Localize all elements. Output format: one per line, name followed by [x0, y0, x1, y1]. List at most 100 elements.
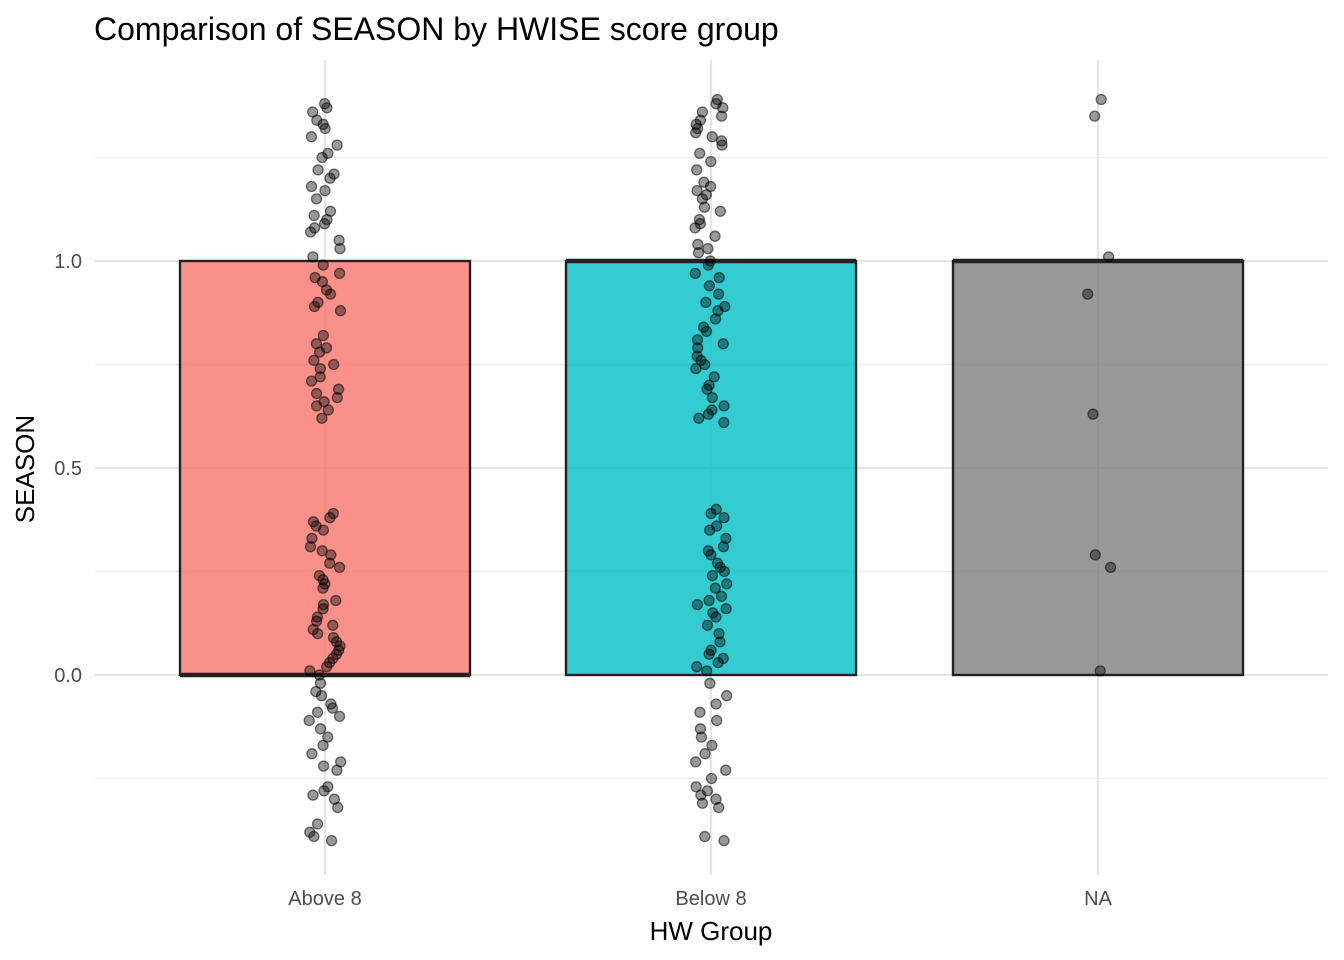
- point-below-8-33: [703, 280, 716, 292]
- point-above-8-34: [317, 329, 329, 342]
- point-below-8-56: [718, 416, 730, 429]
- point-below-8-28: [692, 247, 705, 259]
- point-below-8-9: [706, 131, 718, 143]
- point-above-8-23: [334, 242, 346, 255]
- point-below-8-86: [701, 665, 713, 677]
- point-below-8-32: [713, 271, 725, 284]
- chart-title: Comparison of SEASON by HWISE score grou…: [94, 11, 779, 47]
- point-above-8-102: [332, 801, 344, 814]
- point-na-2: [1102, 251, 1115, 263]
- point-below-8-12: [694, 147, 706, 160]
- point-below-8-65: [705, 549, 717, 561]
- point-below-8-61: [704, 524, 716, 536]
- point-below-8-4: [715, 110, 728, 122]
- point-above-8-37: [313, 346, 326, 358]
- point-above-8-29: [320, 284, 333, 296]
- point-below-8-10: [715, 135, 728, 147]
- point-above-8-42: [305, 375, 318, 387]
- point-na-6: [1104, 561, 1117, 574]
- point-below-8-91: [711, 714, 723, 727]
- point-below-8-101: [695, 789, 707, 801]
- point-na-0: [1095, 93, 1107, 106]
- point-below-8-48: [708, 371, 720, 383]
- point-above-8-99: [318, 785, 330, 797]
- point-below-8-38: [709, 313, 722, 325]
- point-above-8-64: [317, 582, 329, 594]
- point-above-8-10: [312, 164, 324, 176]
- point-below-8-77: [710, 611, 722, 623]
- point-below-8-42: [717, 338, 729, 350]
- point-above-8-72: [312, 627, 324, 640]
- point-below-8-52: [718, 400, 730, 412]
- point-above-8-59: [324, 557, 336, 569]
- point-above-8-87: [326, 702, 339, 714]
- point-above-8-43: [332, 383, 345, 395]
- point-below-8-17: [691, 184, 703, 197]
- point-below-8-40: [700, 325, 713, 338]
- x-tick-label-0: Above 8: [288, 888, 361, 910]
- point-above-8-93: [317, 739, 329, 752]
- point-below-8-93: [695, 731, 708, 743]
- y-tick-label-1: 0.5: [54, 458, 82, 480]
- point-above-8-70: [327, 619, 339, 631]
- point-na-4: [1087, 408, 1099, 420]
- point-below-8-58: [705, 507, 717, 520]
- point-below-8-80: [714, 636, 726, 648]
- point-above-8-24: [307, 251, 319, 263]
- point-above-8-89: [333, 710, 346, 723]
- y-axis-ticks: 0.0 0.5 1.0: [54, 251, 82, 687]
- x-tick-label-2: NA: [1084, 888, 1112, 910]
- point-above-8-22: [333, 234, 345, 246]
- point-above-8-54: [317, 524, 330, 536]
- point-below-8-87: [704, 677, 716, 689]
- point-below-8-94: [706, 739, 718, 752]
- point-below-8-75: [720, 603, 732, 615]
- point-above-8-44: [310, 387, 323, 400]
- point-below-8-51: [706, 391, 718, 404]
- point-above-8-67: [317, 603, 329, 615]
- point-below-8-25: [709, 230, 721, 242]
- point-above-8-55: [306, 532, 318, 545]
- point-above-8-105: [308, 830, 320, 843]
- point-above-8-60: [333, 561, 346, 574]
- point-below-8-47: [690, 362, 702, 375]
- jitter-points: [303, 93, 1117, 847]
- point-below-8-59: [718, 512, 730, 524]
- point-below-8-70: [721, 578, 733, 590]
- point-below-8-34: [712, 288, 725, 300]
- point-above-8-88: [311, 706, 324, 718]
- point-below-8-105: [699, 830, 711, 843]
- point-above-8-85: [315, 690, 328, 702]
- point-below-8-98: [705, 772, 718, 785]
- point-below-8-82: [703, 648, 715, 660]
- point-below-8-18: [700, 189, 713, 201]
- point-below-8-103: [696, 797, 709, 809]
- point-below-8-104: [713, 801, 725, 814]
- point-above-8-82: [313, 669, 326, 681]
- point-below-8-74: [691, 598, 704, 611]
- point-below-8-14: [691, 164, 703, 176]
- point-below-8-2: [717, 102, 729, 114]
- point-above-8-15: [310, 193, 323, 205]
- point-above-8-14: [319, 184, 331, 197]
- point-below-8-26: [692, 238, 704, 251]
- point-above-8-90: [303, 714, 315, 727]
- y-tick-label-2: 1.0: [54, 251, 82, 273]
- point-below-8-63: [717, 541, 730, 553]
- point-below-8-13: [705, 155, 717, 168]
- point-above-8-12: [324, 172, 336, 184]
- x-axis-title: HW Group: [650, 916, 773, 946]
- point-above-8-21: [304, 226, 317, 238]
- point-above-8-45: [331, 391, 343, 404]
- point-below-8-96: [690, 756, 702, 768]
- point-above-8-84: [310, 685, 322, 698]
- point-above-8-5: [319, 122, 331, 135]
- point-below-8-90: [694, 706, 706, 718]
- point-above-8-32: [308, 300, 321, 313]
- point-above-8-96: [317, 760, 330, 772]
- point-below-8-72: [715, 590, 728, 602]
- point-below-8-3: [696, 106, 709, 118]
- point-above-8-33: [334, 305, 347, 317]
- point-below-8-92: [694, 723, 707, 735]
